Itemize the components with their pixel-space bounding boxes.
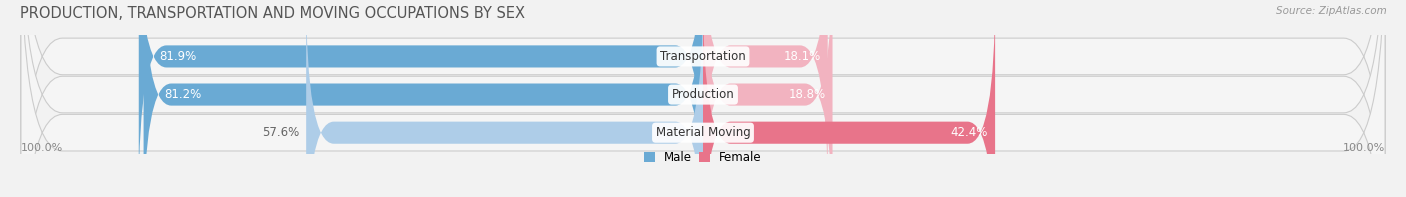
Text: 42.4%: 42.4% <box>950 126 988 139</box>
Text: Transportation: Transportation <box>661 50 745 63</box>
Text: Source: ZipAtlas.com: Source: ZipAtlas.com <box>1275 6 1386 16</box>
Text: 18.8%: 18.8% <box>789 88 825 101</box>
FancyBboxPatch shape <box>21 0 1385 197</box>
FancyBboxPatch shape <box>143 0 703 197</box>
FancyBboxPatch shape <box>703 0 832 197</box>
FancyBboxPatch shape <box>139 0 703 197</box>
Text: 81.9%: 81.9% <box>159 50 197 63</box>
Text: 100.0%: 100.0% <box>1343 143 1385 153</box>
FancyBboxPatch shape <box>703 0 828 197</box>
Text: 81.2%: 81.2% <box>165 88 201 101</box>
Legend: Male, Female: Male, Female <box>640 147 766 169</box>
Text: 18.1%: 18.1% <box>783 50 821 63</box>
FancyBboxPatch shape <box>307 0 703 197</box>
Text: Material Moving: Material Moving <box>655 126 751 139</box>
FancyBboxPatch shape <box>21 0 1385 197</box>
Text: Production: Production <box>672 88 734 101</box>
Text: PRODUCTION, TRANSPORTATION AND MOVING OCCUPATIONS BY SEX: PRODUCTION, TRANSPORTATION AND MOVING OC… <box>20 6 524 21</box>
FancyBboxPatch shape <box>703 0 995 197</box>
Text: 57.6%: 57.6% <box>262 126 299 139</box>
Text: 100.0%: 100.0% <box>21 143 63 153</box>
FancyBboxPatch shape <box>21 0 1385 197</box>
